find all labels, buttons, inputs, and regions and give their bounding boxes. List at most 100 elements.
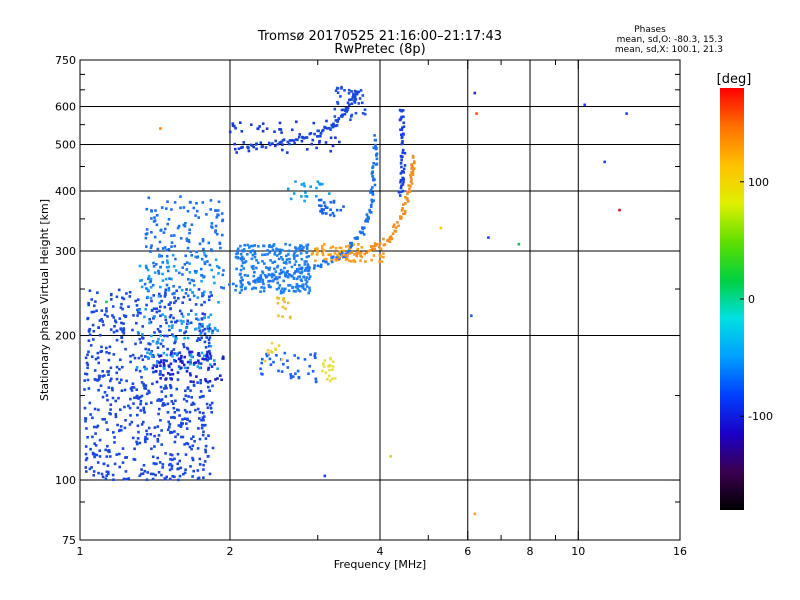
data-point <box>107 373 110 376</box>
data-point <box>272 279 275 282</box>
data-point <box>279 128 283 131</box>
isolated-point <box>618 208 621 212</box>
data-point <box>263 359 267 363</box>
curve-point <box>408 190 412 193</box>
data-point <box>138 264 142 268</box>
data-point <box>160 359 163 362</box>
data-point <box>156 456 159 460</box>
data-point <box>113 325 116 328</box>
data-point <box>272 244 275 247</box>
data-point <box>289 376 293 380</box>
curve-point <box>400 184 403 188</box>
data-point <box>139 341 142 344</box>
data-point <box>207 298 211 302</box>
data-point <box>163 246 167 249</box>
curve-point <box>403 212 407 215</box>
data-point <box>181 418 184 421</box>
data-point <box>189 359 192 362</box>
data-point <box>170 368 174 372</box>
data-point <box>166 428 170 432</box>
data-point <box>152 307 156 310</box>
data-point <box>113 462 117 466</box>
data-point <box>318 183 322 186</box>
data-point <box>173 244 177 248</box>
data-point <box>190 278 193 282</box>
data-point <box>370 258 373 262</box>
data-point <box>164 277 168 281</box>
data-point <box>162 359 166 362</box>
data-point <box>314 247 317 251</box>
data-point <box>307 291 310 295</box>
data-point <box>216 377 219 380</box>
data-point <box>180 354 183 358</box>
data-point <box>282 298 285 302</box>
curve-point <box>370 172 374 175</box>
data-point <box>193 284 196 287</box>
data-point <box>292 253 296 256</box>
data-point <box>246 243 249 247</box>
data-point <box>189 465 192 468</box>
data-point <box>140 375 143 379</box>
data-point <box>96 461 100 464</box>
data-point <box>243 261 247 264</box>
curve-point <box>371 170 374 173</box>
data-point <box>255 266 258 270</box>
data-point <box>204 448 207 452</box>
data-point <box>171 253 175 257</box>
data-point <box>110 386 114 390</box>
data-point <box>259 274 263 277</box>
data-point <box>104 448 107 452</box>
data-point <box>190 447 193 451</box>
data-point <box>147 196 151 200</box>
data-point <box>306 148 309 151</box>
curve-point <box>235 284 238 288</box>
data-point <box>113 441 116 444</box>
data-point <box>180 288 184 292</box>
data-point <box>93 378 97 381</box>
data-point <box>279 268 283 272</box>
data-point <box>164 227 167 231</box>
data-point <box>105 351 108 354</box>
data-point <box>257 245 260 248</box>
data-point <box>147 274 151 278</box>
data-point <box>321 253 325 257</box>
data-point <box>302 246 305 249</box>
data-point <box>178 271 181 275</box>
data-point <box>138 369 142 373</box>
data-point <box>312 121 316 125</box>
data-point <box>352 243 355 246</box>
curve-point <box>391 232 395 235</box>
data-point <box>93 407 97 411</box>
data-point <box>187 240 191 244</box>
data-point <box>183 443 186 446</box>
data-point <box>93 452 96 456</box>
curve-point <box>323 125 326 129</box>
data-point <box>252 264 255 268</box>
curve-point <box>353 99 356 103</box>
data-point <box>288 316 292 320</box>
curve-point <box>252 280 255 283</box>
data-point <box>275 254 279 257</box>
data-point <box>115 295 119 299</box>
data-point <box>85 372 89 376</box>
curve-point <box>371 166 374 170</box>
data-point <box>278 128 281 131</box>
data-point <box>234 288 237 292</box>
data-point <box>296 287 299 290</box>
curve-point <box>373 242 377 245</box>
data-point <box>191 475 194 478</box>
data-point <box>266 267 270 270</box>
data-point <box>276 281 279 285</box>
data-point <box>207 385 210 389</box>
curve-point <box>294 138 298 141</box>
data-point <box>186 336 190 340</box>
data-point <box>276 301 280 305</box>
x-tick-label: 1 <box>77 545 84 558</box>
data-point <box>202 430 205 434</box>
curve-point <box>353 97 357 100</box>
data-point <box>131 328 134 332</box>
data-point <box>201 433 205 437</box>
data-point <box>194 214 197 217</box>
data-point <box>98 333 102 337</box>
data-point <box>262 289 266 293</box>
